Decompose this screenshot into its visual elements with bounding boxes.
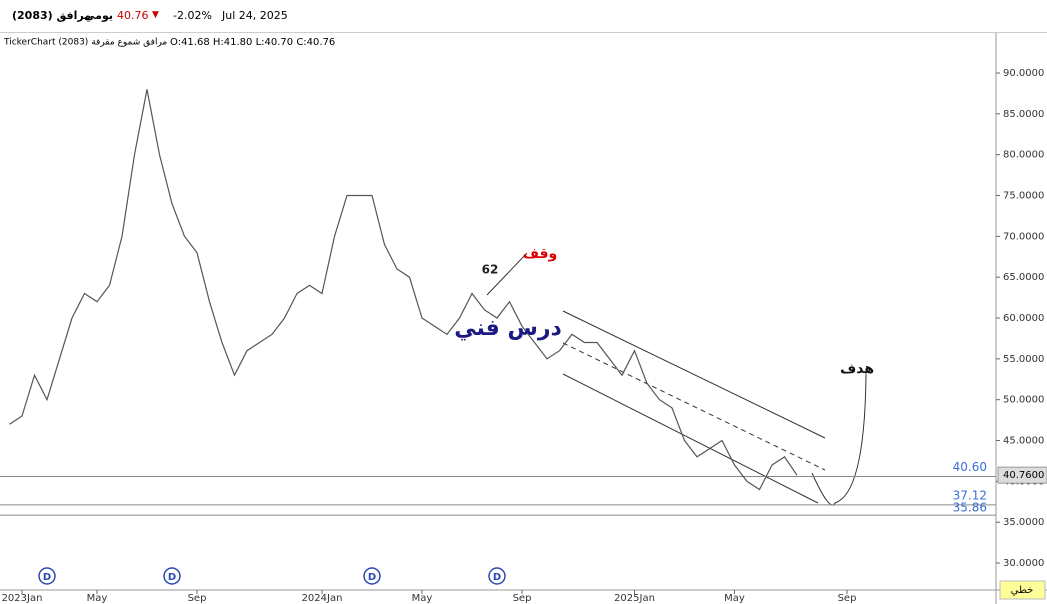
- annotation: هدف: [840, 361, 874, 377]
- dividend-marker[interactable]: [488, 567, 506, 585]
- y-tick-label: 45.0000: [1003, 436, 1044, 447]
- style-button-label[interactable]: خطي: [1011, 585, 1034, 596]
- x-tick-label: 2024Jan: [302, 593, 343, 604]
- level-label: 37.12: [953, 488, 987, 502]
- dividend-label[interactable]: D: [43, 572, 51, 583]
- dividend-label[interactable]: D: [168, 572, 176, 583]
- y-tick-label: 90.0000: [1003, 68, 1044, 79]
- level-label: 40.60: [953, 460, 987, 474]
- ohlc: O:41.68 H:41.80 L:40.70 C:40.76: [170, 37, 335, 48]
- x-tick-label: 2025Jan: [614, 593, 655, 604]
- last-price-box: [997, 466, 1047, 484]
- down-arrow: ▼: [152, 10, 159, 20]
- date: Jul 24, 2025: [222, 9, 288, 22]
- x-tick-label: May: [724, 593, 745, 604]
- y-tick-label: 80.0000: [1003, 150, 1044, 161]
- x-tick-label: May: [87, 593, 108, 604]
- chart: TickerChart (2083) مرافق شموع مقرفة O:41…: [0, 33, 1047, 604]
- trend-channel: [486, 252, 867, 506]
- dividend-marker[interactable]: [163, 567, 181, 585]
- annotation: 62: [482, 263, 499, 277]
- y-tick-label: 70.0000: [1003, 231, 1044, 242]
- x-tick-label: Sep: [513, 593, 532, 604]
- y-tick-label: 60.0000: [1003, 313, 1044, 324]
- x-tick-label: 2023Jan: [2, 593, 43, 604]
- change: -2.02%: [173, 9, 212, 22]
- style-button[interactable]: [999, 580, 1046, 600]
- y-tick-label: 55.0000: [1003, 354, 1044, 365]
- annotation: وقف: [523, 246, 558, 262]
- dividend-label[interactable]: D: [368, 572, 376, 583]
- top-bar: مرافق (2083) يومي 40.76 ▼ -2.02% Jul 24,…: [0, 0, 1047, 33]
- level-label: 35.86: [953, 501, 987, 515]
- y-tick-label: 30.0000: [1003, 558, 1044, 569]
- y-tick-label: 35.0000: [1003, 517, 1044, 528]
- x-tick-label: Sep: [188, 593, 207, 604]
- x-tick-label: May: [412, 593, 433, 604]
- legend: TickerChart (2083) مرافق شموع مقرفة: [3, 38, 167, 48]
- y-tick-label: 50.0000: [1003, 395, 1044, 406]
- y-tick-label: 85.0000: [1003, 109, 1044, 120]
- price: 40.76: [117, 9, 149, 22]
- dividend-label[interactable]: D: [493, 572, 501, 583]
- price-line: [9, 89, 798, 491]
- y-tick-label: 75.0000: [1003, 191, 1044, 202]
- period: يومي: [84, 9, 113, 22]
- last-price-label: 40.7600: [1003, 470, 1044, 481]
- dividend-marker[interactable]: [363, 567, 381, 585]
- y-tick-label: 65.0000: [1003, 272, 1044, 283]
- x-tick-label: Sep: [838, 593, 857, 604]
- symbol: مرافق (2083): [12, 9, 92, 22]
- annotation: درس فني: [454, 316, 562, 341]
- dividend-marker[interactable]: [38, 567, 56, 585]
